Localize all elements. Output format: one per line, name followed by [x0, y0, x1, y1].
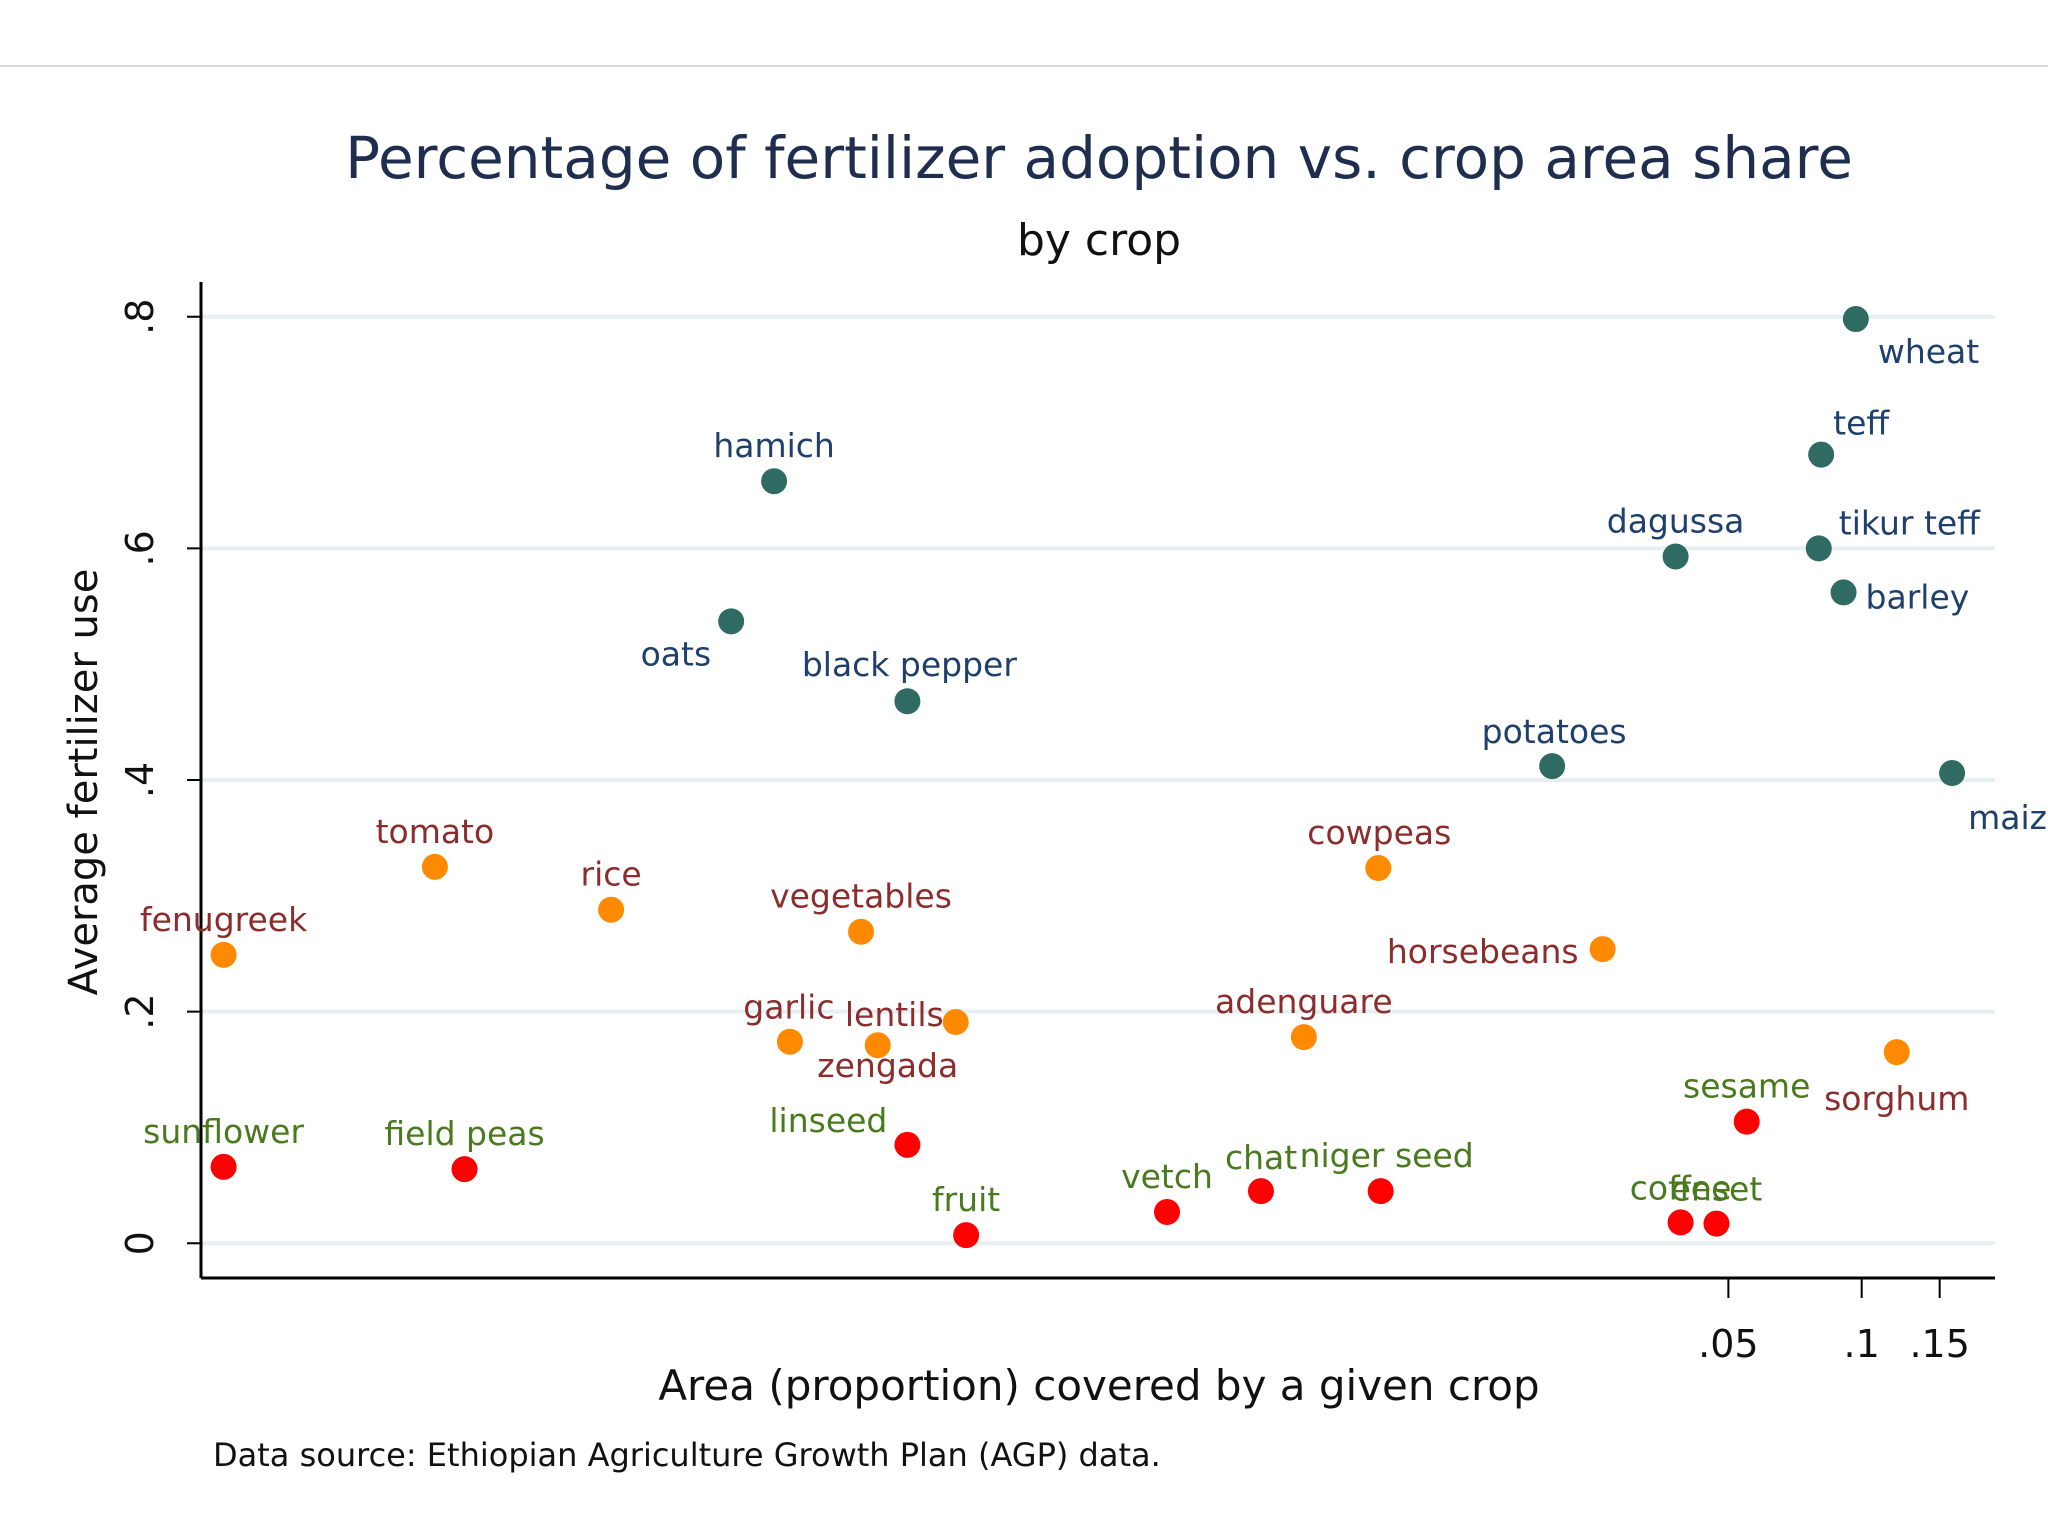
point-adenguare — [1290, 1024, 1317, 1051]
point-sesame — [1733, 1108, 1760, 1135]
point-wheat — [1842, 306, 1869, 333]
label-adenguare: adenguare — [1215, 982, 1393, 1021]
label-chat: chat — [1225, 1138, 1297, 1177]
label-lentils: lentils — [845, 995, 944, 1034]
x-tick-label-1: .1 — [1844, 1322, 1880, 1366]
chart-subtitle: by crop — [1017, 215, 1181, 266]
label-field-peas: field peas — [384, 1114, 544, 1153]
point-teff — [1808, 441, 1835, 468]
label-linseed: linseed — [769, 1101, 887, 1140]
point-horsebeans — [1589, 936, 1616, 963]
label-vegetables: vegetables — [770, 877, 952, 916]
point-fruit — [953, 1222, 980, 1249]
label-potatoes: potatoes — [1482, 712, 1627, 751]
top-band — [0, 0, 2048, 66]
x-axis-title: Area (proportion) covered by a given cro… — [658, 1361, 1539, 1410]
point-sorghum — [1883, 1039, 1910, 1066]
point-garlic — [776, 1028, 803, 1055]
x-tick-label-2: .15 — [1909, 1322, 1969, 1366]
label-black-pepper: black pepper — [802, 645, 1018, 684]
label-zengada: zengada — [817, 1046, 958, 1085]
label-horsebeans: horsebeans — [1387, 932, 1579, 971]
axes-layer — [187, 282, 1995, 1298]
label-enset: enset — [1671, 1170, 1763, 1209]
point-tomato — [421, 853, 448, 880]
label-sorghum: sorghum — [1824, 1079, 1969, 1118]
point-oats — [718, 608, 745, 635]
point-chat — [1247, 1178, 1274, 1205]
label-oats: oats — [641, 634, 712, 673]
label-fruit: fruit — [932, 1180, 1000, 1219]
point-tikur-teff — [1805, 535, 1832, 562]
point-dagussa — [1662, 543, 1689, 570]
label-rice: rice — [581, 855, 642, 894]
label-fenugreek: fenugreek — [140, 900, 308, 939]
point-sunflower — [210, 1153, 237, 1180]
point-rice — [598, 896, 625, 923]
point-coffee — [1667, 1209, 1694, 1236]
y-tick-label-4: .8 — [118, 299, 162, 335]
y-axis-title: Average fertilizer use — [61, 569, 107, 996]
x-tick-label-0: .05 — [1698, 1322, 1758, 1366]
label-sesame: sesame — [1683, 1067, 1810, 1106]
x-tick-labels: .05 .1 .15 — [1698, 1322, 1970, 1366]
label-wheat: wheat — [1878, 332, 1979, 371]
point-black-pepper — [894, 688, 921, 715]
label-teff: teff — [1833, 404, 1890, 443]
grid-layer — [201, 314, 1995, 1246]
label-cowpeas: cowpeas — [1307, 813, 1451, 852]
point-field-peas — [451, 1156, 478, 1183]
point-lentils — [942, 1009, 969, 1036]
y-tick-label-0: 0 — [118, 1231, 162, 1255]
point-linseed — [894, 1131, 921, 1158]
point-niger-seed — [1367, 1178, 1394, 1205]
point-vegetables — [848, 918, 875, 945]
label-vetch: vetch — [1121, 1157, 1213, 1196]
point-barley — [1830, 579, 1857, 606]
label-tomato: tomato — [376, 812, 495, 851]
point-maiz — [1939, 760, 1966, 787]
y-tick-label-2: .4 — [118, 762, 162, 798]
label-sunflower: sunflower — [143, 1112, 304, 1151]
label-niger-seed: niger seed — [1300, 1136, 1474, 1175]
point-potatoes — [1539, 753, 1566, 780]
label-dagussa: dagussa — [1607, 501, 1745, 540]
chart-title: Percentage of fertilizer adoption vs. cr… — [345, 124, 1853, 192]
point-zengada — [864, 1032, 891, 1059]
data-labels: wheat teff hamich dagussa tikur teff barley oa… — [140, 332, 2047, 1219]
label-barley: barley — [1866, 577, 1970, 616]
label-maiz: maiz — [1968, 798, 2047, 837]
point-enset — [1703, 1210, 1730, 1237]
point-hamich — [761, 468, 788, 495]
data-points — [210, 306, 1966, 1249]
y-tick-label-1: .2 — [118, 993, 162, 1029]
data-source-note: Data source: Ethiopian Agriculture Growt… — [213, 1436, 1161, 1474]
label-hamich: hamich — [713, 426, 835, 465]
point-cowpeas — [1365, 855, 1392, 882]
label-coffee: coffee — [1630, 1168, 1732, 1207]
point-vetch — [1154, 1198, 1181, 1225]
y-tick-label-3: .6 — [118, 530, 162, 566]
label-tikur-teff: tikur teff — [1839, 503, 1981, 542]
point-fenugreek — [210, 941, 237, 968]
label-garlic: garlic — [743, 988, 834, 1027]
y-tick-labels: 0 .2 .4 .6 .8 — [118, 299, 162, 1256]
